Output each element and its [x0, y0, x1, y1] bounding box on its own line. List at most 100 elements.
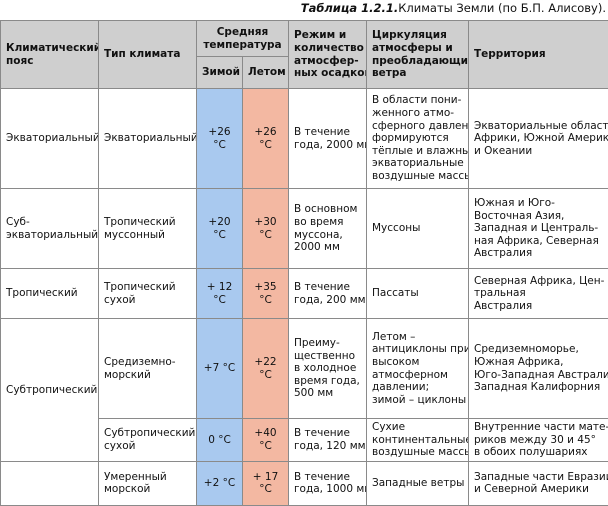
text-line: давлении; [372, 381, 463, 394]
text-line: тёплые и влажные [372, 145, 463, 158]
text-line: сухой [104, 440, 191, 453]
type-cell: Средиземно-морский [99, 319, 197, 419]
text-line: В течение [294, 281, 361, 294]
winter-temp: + 12 °C [197, 269, 243, 319]
text-line: Циркуляция [372, 29, 463, 42]
text-line: сферного давления [372, 120, 463, 133]
text-line: Пассаты [372, 287, 463, 300]
text-line: Территория [474, 48, 603, 61]
text-line: Западные части Евразии [474, 471, 603, 484]
text-line: воздушные массы [372, 446, 463, 459]
text-line: Режим и [294, 29, 361, 42]
territory-cell: Южная и Юго-Восточная Азия,Западная и Це… [469, 189, 608, 269]
caption-number: Таблица 1.2.1. [301, 1, 399, 15]
text-line: В течение [294, 126, 361, 139]
summer-temp: +35 °C [243, 269, 289, 319]
text-line: женного атмо- [372, 107, 463, 120]
text-line: Средняя [202, 26, 283, 39]
belt-cell: Экваториальный [1, 89, 99, 189]
text-line: В основном [294, 203, 361, 216]
text-line: ветра [372, 67, 463, 80]
text-line: Северная Африка, Цен- [474, 275, 603, 288]
text-line: щественно [294, 350, 361, 363]
text-line: в холодное [294, 362, 361, 375]
text-line: муссона, [294, 229, 361, 242]
winter-temp: 0 °C [197, 419, 243, 462]
header-cell: Летом [243, 57, 289, 89]
text-line: Суб- [6, 216, 93, 229]
circulation-cell: В области пони-женного атмо-сферного дав… [367, 89, 469, 189]
circulation-cell: Муссоны [367, 189, 469, 269]
page: Таблица 1.2.1.Климаты Земли (по Б.П. Али… [0, 0, 608, 495]
header-cell: Зимой [197, 57, 243, 89]
text-line: Средиземноморье, [474, 343, 603, 356]
text-line: в обоих полушариях [474, 446, 603, 459]
text-line: В течение [294, 427, 361, 440]
text-line: и Океании [474, 145, 603, 158]
winter-temp: +2 °C [197, 461, 243, 505]
text-line: Тропический [6, 287, 93, 300]
belt-cell: Суб-экваториальный [1, 189, 99, 269]
text-line: Субтропический [6, 384, 93, 397]
text-line: воздушные массы [372, 170, 463, 183]
text-line: Тип климата [104, 48, 191, 61]
text-line: Западная Калифорния [474, 381, 603, 394]
text-line: антициклоны при [372, 343, 463, 356]
text-line: температура [202, 39, 283, 52]
text-line: Южная и Юго- [474, 197, 603, 210]
text-line: Экваториальные области [474, 120, 603, 133]
text-line: экваториальные [372, 157, 463, 170]
summer-temp: +26 °C [243, 89, 289, 189]
text-line: Западные ветры [372, 477, 463, 490]
text-line: Муссоны [372, 222, 463, 235]
text-line: Субтропический [104, 427, 191, 440]
text-line: В течение [294, 471, 361, 484]
header-cell: Территория [469, 21, 608, 89]
text-line: Юго-Западная Австралия, [474, 369, 603, 382]
text-line: Летом – [372, 331, 463, 344]
text-line: Южная Африка, [474, 356, 603, 369]
summer-temp: + 17 °C [243, 461, 289, 505]
text-line: 500 мм [294, 387, 361, 400]
text-line: высоком [372, 356, 463, 369]
text-line: Австралия [474, 247, 603, 260]
text-line: года, 1000 мм [294, 483, 361, 496]
text-line: зимой – циклоны [372, 394, 463, 407]
text-line: время года, [294, 375, 361, 388]
text-line: Преиму- [294, 337, 361, 350]
territory-cell: Внутренние части мате-риков между 30 и 4… [469, 419, 608, 462]
text-line: риков между 30 и 45° [474, 434, 603, 447]
text-line: преобладающие [372, 55, 463, 68]
text-line: экваториальный [6, 229, 93, 242]
text-line: формируются [372, 132, 463, 145]
belt-cell: Субтропический [1, 319, 99, 462]
summer-temp: +40 °C [243, 419, 289, 462]
text-line: В области пони- [372, 94, 463, 107]
text-line: Африки, Южной Америки [474, 132, 603, 145]
text-line: ных осадков [294, 67, 361, 80]
text-line: ная Африка, Северная [474, 235, 603, 248]
text-line: Климатический [6, 42, 93, 55]
text-line: сухой [104, 294, 191, 307]
winter-temp: +7 °C [197, 319, 243, 419]
belt-cell: Тропический [1, 269, 99, 319]
text-line: Тропический [104, 216, 191, 229]
